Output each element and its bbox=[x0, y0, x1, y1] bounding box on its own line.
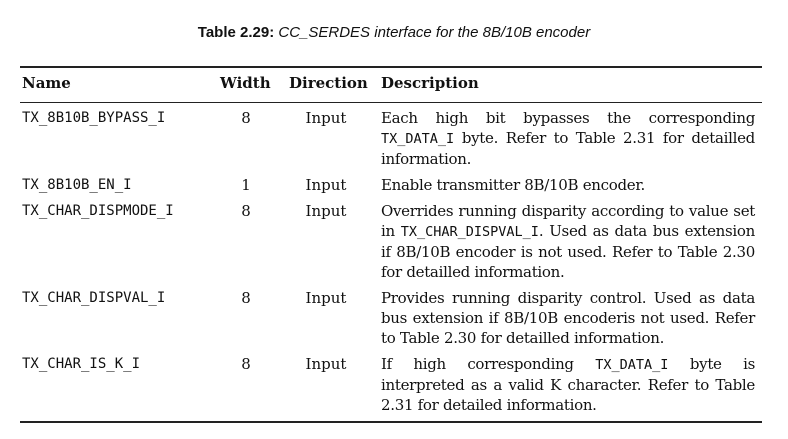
desc-text: byte. Refer to Table 2.31 for detailled … bbox=[381, 129, 755, 168]
signal-name: TX_8B10B_BYPASS_I bbox=[22, 110, 166, 126]
desc-text: Provides running disparity control. Used… bbox=[381, 289, 755, 347]
desc-text: Enable transmitter 8B/10B encoder. bbox=[381, 176, 646, 194]
desc-code: TX_CHAR_DISPVAL_I bbox=[400, 224, 539, 240]
signal-direction: Input bbox=[305, 289, 347, 307]
signal-width: 8 bbox=[241, 202, 251, 220]
table-top-rule bbox=[20, 66, 762, 68]
signal-direction: Input bbox=[305, 355, 347, 373]
desc-code: TX_DATA_I bbox=[381, 131, 455, 147]
desc-text: byte is interpreted as a valid K charact… bbox=[381, 355, 755, 414]
table-bottom-rule bbox=[20, 421, 762, 423]
header-description: Description bbox=[381, 74, 479, 92]
signal-name: TX_CHAR_DISPVAL_I bbox=[22, 290, 166, 306]
header-name: Name bbox=[22, 74, 71, 92]
signal-description: If high corresponding TX_DATA_I byte is … bbox=[381, 354, 755, 415]
signal-direction: Input bbox=[305, 202, 347, 220]
desc-text: Each high bit bypasses the corresponding bbox=[381, 109, 755, 127]
signal-width: 8 bbox=[241, 289, 251, 307]
desc-text: Overrides running disparity according to… bbox=[381, 202, 755, 240]
signal-direction: Input bbox=[305, 109, 347, 127]
table-header-rule bbox=[20, 102, 762, 103]
signal-description: Each high bit bypasses the corresponding… bbox=[381, 108, 755, 169]
header-width: Width bbox=[220, 74, 271, 92]
table-caption: Table 2.29: CC_SERDES interface for the … bbox=[0, 24, 788, 41]
signal-description: Provides running disparity control. Used… bbox=[381, 288, 755, 348]
header-direction: Direction bbox=[289, 74, 368, 92]
table-caption-label: Table 2.29: bbox=[197, 24, 275, 41]
signal-description: Overrides running disparity according to… bbox=[381, 201, 755, 282]
table-caption-text: CC_SERDES interface for the 8B/10B encod… bbox=[278, 24, 591, 41]
signal-name: TX_CHAR_IS_K_I bbox=[22, 356, 141, 372]
desc-text: . Used as data bus extension if 8B/10B e… bbox=[381, 222, 756, 281]
signal-width: 8 bbox=[241, 355, 251, 373]
desc-text: If high corresponding bbox=[381, 355, 596, 373]
signal-description: Enable transmitter 8B/10B encoder. bbox=[381, 175, 755, 195]
signal-width: 8 bbox=[241, 109, 251, 127]
signal-direction: Input bbox=[305, 176, 347, 194]
signal-name: TX_CHAR_DISPMODE_I bbox=[22, 203, 174, 219]
desc-code: TX_DATA_I bbox=[595, 357, 669, 373]
signal-width: 1 bbox=[241, 176, 251, 194]
signal-name: TX_8B10B_EN_I bbox=[22, 177, 132, 193]
